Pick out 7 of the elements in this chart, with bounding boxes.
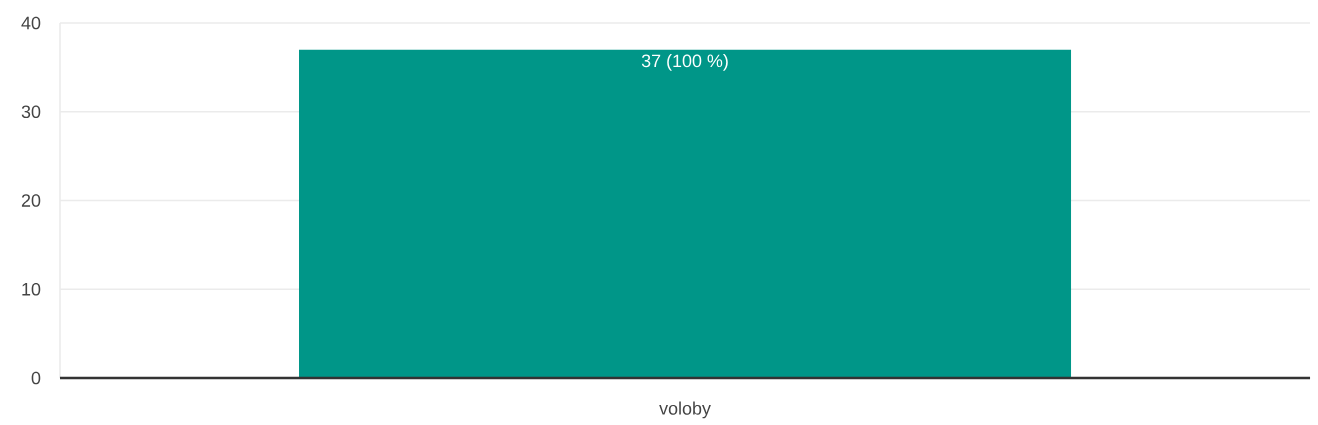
y-tick-label: 30 — [21, 105, 41, 119]
y-tick-label: 20 — [21, 194, 41, 207]
x-tick-label: voloby — [659, 401, 711, 419]
y-tick-label: 40 — [21, 16, 41, 30]
y-tick-label: 0 — [31, 371, 41, 385]
data-label: 37 (100 %) — [641, 54, 728, 71]
y-tick-label: 10 — [22, 282, 41, 296]
